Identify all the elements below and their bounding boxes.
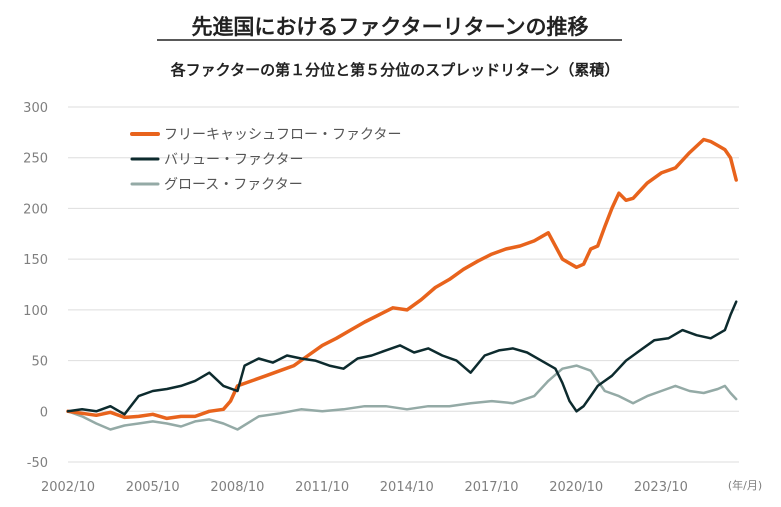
y-tick-label: 50 [31,355,48,370]
y-tick-label: 100 [23,304,48,319]
x-tick-label: 2005/10 [126,480,180,495]
x-tick-label: 2002/10 [41,480,95,495]
y-axis-ticks: 300 250 200 150 100 50 0 -50 [23,101,48,471]
legend-label: フリーキャッシュフロー・ファクター [164,127,401,143]
series-line-1 [66,300,738,416]
x-axis-ticks: 2002/10 2005/10 2008/10 2011/10 2014/10 2017/… [41,480,688,495]
y-tick-label: 150 [23,253,48,268]
y-tick-label: 300 [23,101,48,116]
x-tick-label: 2023/10 [634,480,688,495]
x-tick-label: 2008/10 [210,480,264,495]
x-tick-label: 2011/10 [295,480,349,495]
series-line-0 [66,137,738,421]
legend-label: グロース・ファクター [164,177,303,193]
y-tick-label: -50 [27,456,48,471]
x-tick-label: 2020/10 [549,480,603,495]
x-axis-unit-label: (年/月) [728,478,762,492]
chart-subtitle: 各ファクターの第１分位と第５分位のスプレッドリターン（累積） [170,61,620,79]
y-tick-label: 250 [23,152,48,167]
x-tick-label: 2017/10 [464,480,518,495]
y-tick-label: 0 [40,405,48,420]
y-tick-label: 200 [23,202,48,217]
x-tick-label: 2014/10 [380,480,434,495]
legend-label: バリュー・ファクター [164,152,303,168]
series-lines [66,137,738,431]
chart-title: 先進国におけるファクターリターンの推移 [191,15,588,39]
series-line-2 [66,364,738,431]
